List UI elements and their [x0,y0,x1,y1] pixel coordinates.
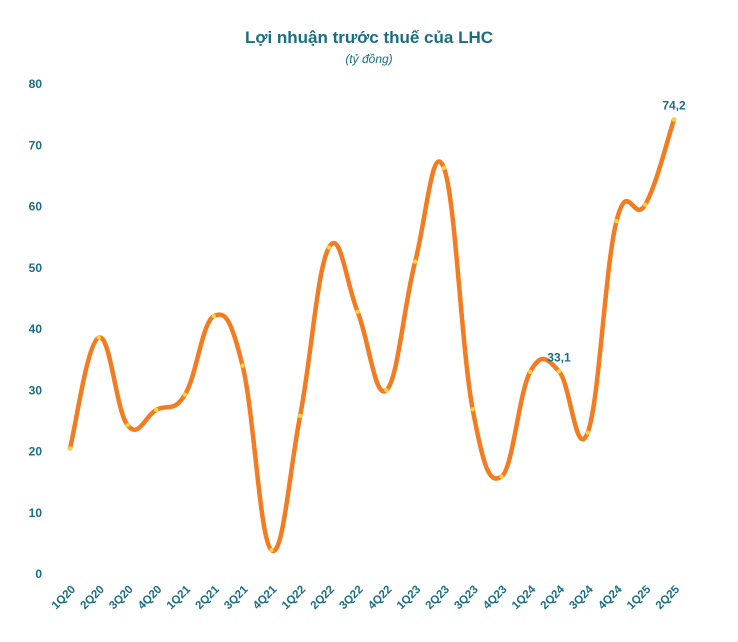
data-label: 33,1 [547,350,571,364]
y-tick-label: 20 [29,445,43,459]
data-point [585,430,590,435]
x-tick-label: 2Q22 [309,584,337,612]
data-point [269,547,274,553]
data-point [614,219,619,224]
chart-title: Lợi nhuận trước thuế của LHC [244,28,494,47]
data-point [326,245,332,250]
data-point [671,117,677,122]
data-point [240,363,245,368]
series-line [67,117,677,554]
x-tick-label: 4Q23 [481,584,509,612]
x-axis-ticks: 1Q20 2Q20 3Q20 4Q20 1Q21 2Q21 3Q21 4Q21 1Q22 2Q22… [50,583,683,612]
x-tick-label: 2Q24 [539,583,568,612]
data-point [355,309,360,315]
x-tick-label: 3Q23 [452,584,480,612]
x-tick-label: 4Q21 [251,583,280,612]
chart-subtitle: (tỷ đồng) [345,52,393,66]
x-tick-label: 1Q25 [625,583,654,612]
y-tick-label: 50 [29,261,43,275]
data-point [182,392,188,397]
data-point [154,407,159,413]
x-tick-label: 4Q20 [136,584,164,612]
y-tick-label: 40 [29,322,43,336]
data-label: 74,2 [662,99,686,113]
x-tick-label: 3Q22 [337,584,365,612]
data-point [125,422,130,428]
x-tick-label: 1Q21 [165,583,194,612]
data-point [67,446,73,451]
y-tick-label: 60 [29,200,43,214]
y-axis-ticks: 0 10 20 30 40 50 60 70 80 [29,77,43,581]
y-tick-label: 30 [29,383,43,397]
x-tick-label: 1Q24 [510,583,539,612]
y-tick-label: 70 [29,138,43,152]
data-points [67,117,677,553]
data-point [470,407,475,412]
x-tick-label: 3Q20 [107,584,135,612]
y-tick-label: 80 [29,77,43,91]
y-tick-label: 0 [35,567,42,581]
x-tick-label: 1Q20 [50,584,78,612]
data-labels: 33,1 74,2 [547,99,686,365]
x-tick-label: 3Q24 [567,583,596,612]
x-tick-label: 1Q23 [395,584,423,612]
x-tick-label: 4Q22 [366,584,394,612]
data-point [643,202,648,207]
x-tick-label: 2Q20 [78,584,106,612]
data-point [211,313,217,319]
data-point [527,369,533,375]
data-point [412,259,418,264]
x-tick-label: 1Q22 [280,584,308,612]
data-point [441,165,447,171]
x-tick-label: 2Q25 [654,583,683,612]
x-tick-label: 4Q24 [596,583,625,612]
data-point [556,369,562,374]
data-point [297,413,303,419]
x-tick-label: 2Q23 [424,584,452,612]
y-tick-label: 10 [29,506,43,520]
x-tick-label: 2Q21 [194,583,223,612]
data-point [499,474,504,479]
x-tick-label: 3Q21 [222,583,251,612]
data-point [384,388,389,393]
data-point [96,335,101,340]
